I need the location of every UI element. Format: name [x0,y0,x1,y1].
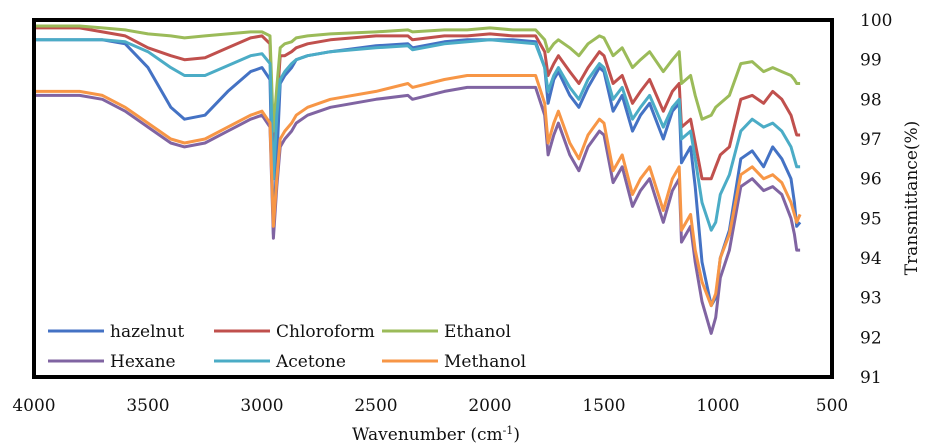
y-tick-label: 91 [860,368,882,388]
legend: hazelnut Chloroform Ethanol Hexane Acetone Me… [48,322,526,372]
y-tick-label: 97 [860,130,882,150]
legend-label-hazelnut: hazelnut [110,322,184,342]
y-tick-label: 93 [860,289,882,309]
y-tick-label: 99 [860,51,882,71]
legend-label-acetone: Acetone [275,352,346,372]
series-layer [34,24,802,335]
series-line-chloroform [34,26,801,181]
x-axis-title-suffix: ) [513,425,520,445]
x-tick-label: 1000 [696,396,739,416]
plot-frame [32,18,834,379]
series-line-hexane [34,85,801,335]
legend-label-methanol: Methanol [444,352,526,372]
legend-label-hexane: Hexane [110,352,176,372]
x-tick-label: 500 [816,396,848,416]
x-axis-title-sup: -1 [503,424,514,437]
y-axis-title: Transmittance(%) [902,121,922,276]
x-tick-label: 2500 [354,396,397,416]
legend-label-ethanol: Ethanol [444,322,511,342]
series-line-methanol [34,74,802,308]
y-tick-label: 96 [860,170,882,190]
y-tick-label: 92 [860,328,882,348]
x-tick-label: 3500 [126,396,169,416]
y-tick-label: 95 [860,209,882,229]
series-line-acetone [34,38,801,232]
x-axis-title-main: Wavenumber (cm [352,425,503,445]
x-tick-label: 2000 [468,396,511,416]
y-tick-label: 100 [860,11,892,31]
series-line-ethanol [34,24,801,133]
y-tick-label: 94 [860,249,882,269]
x-axis-title: Wavenumber (cm-1) [352,424,520,445]
x-tick-label: 3000 [240,396,283,416]
y-tick-labels: 91 92 93 94 95 96 97 98 99 100 [860,11,892,388]
x-tick-labels: 4000 3500 3000 2500 2000 1500 1000 500 [12,396,848,416]
x-tick-label: 1500 [582,396,625,416]
legend-label-chloroform: Chloroform [276,322,375,342]
x-tick-label: 4000 [12,396,55,416]
y-tick-label: 98 [860,90,882,110]
